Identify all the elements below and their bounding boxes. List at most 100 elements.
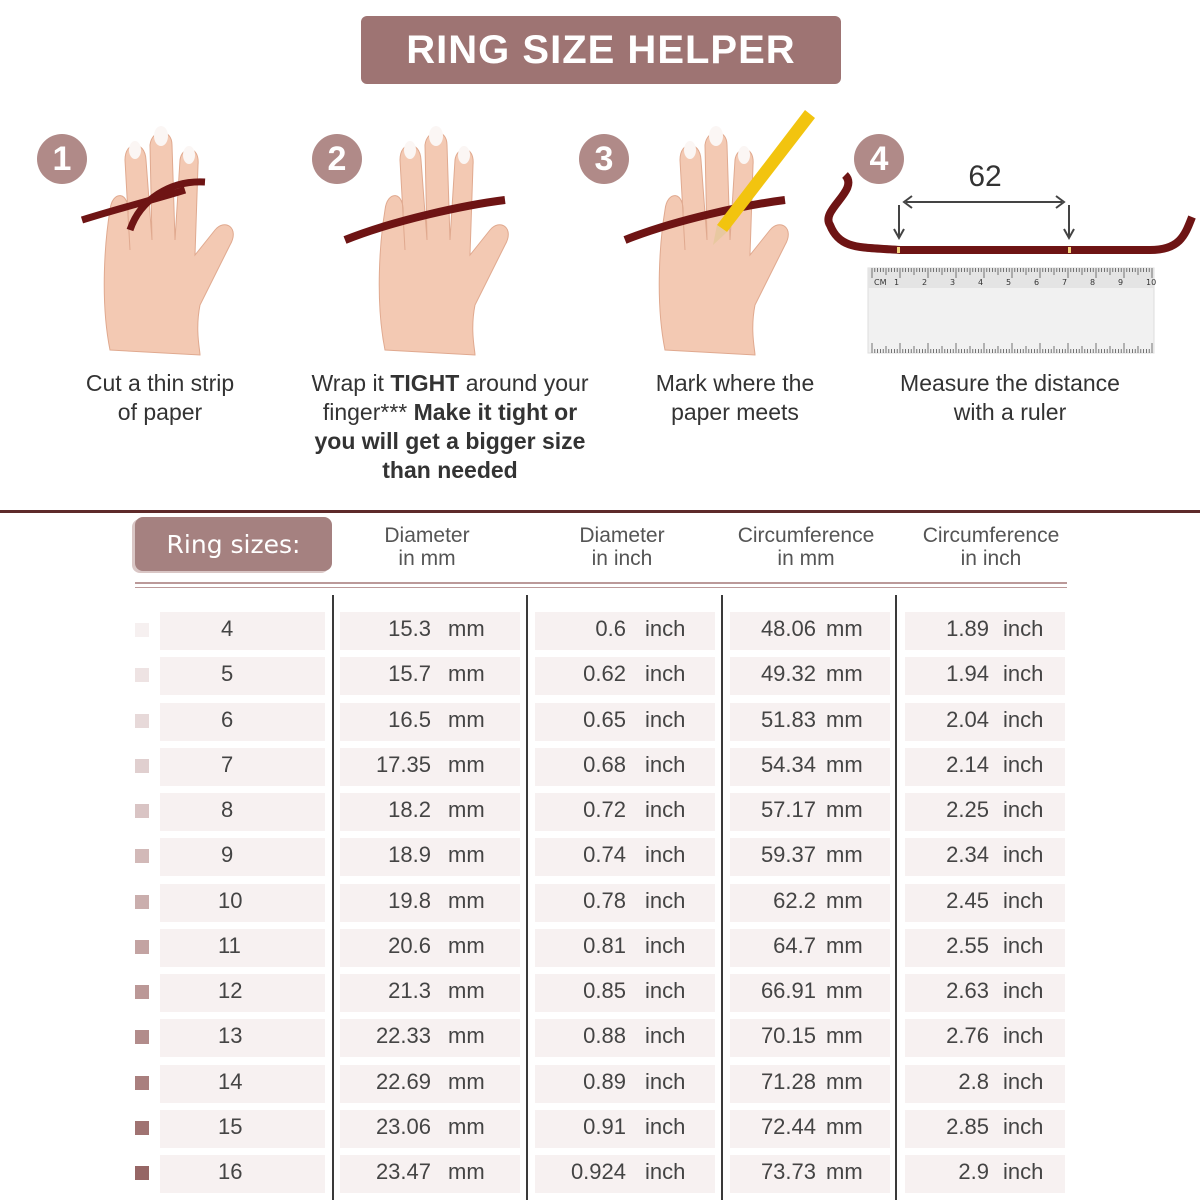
circumference-mm: 73.73 [760,1159,816,1184]
color-swatch [135,758,149,773]
table-row: 14 22.69 mm 0.89 inch 71.28 mm 2.8 inch [0,1060,1200,1105]
ring-size: 11 [218,932,241,958]
header-diameter-inch: Diameter in inch [532,524,712,570]
cell-bg [905,747,1065,786]
paper-strip [824,172,1196,254]
cell-bg [160,657,325,696]
unit: inch [645,1113,686,1139]
ring-size: 13 [218,1023,243,1049]
unit: inch [645,1159,686,1184]
cell-bg [730,1019,890,1058]
ruler-label: CM [874,278,887,287]
table-row: 12 21.3 mm 0.85 inch 66.91 mm 2.63 inch [0,969,1200,1014]
cell-bg [340,928,520,967]
circumference-mm: 72.44 [760,1113,816,1139]
cell-bg [905,974,1065,1012]
circumference-mm: 71.28 [760,1068,816,1094]
diameter-mm: 20.6 [388,932,431,958]
circumference-mm: 57.17 [760,797,816,822]
cell-bg [535,702,715,741]
unit: inch [645,616,686,641]
circumference-mm: 70.15 [760,1023,816,1049]
circumference-inch: 2.25 [946,797,989,822]
caption-line: paper meets [671,399,799,425]
ring-size: 7 [221,751,234,777]
diameter-inch: 0.65 [583,706,626,732]
table-row: 15 23.06 mm 0.91 inch 72.44 mm 2.85 inch [0,1105,1200,1150]
cell-bg [340,838,520,877]
mark-end [1068,247,1071,253]
unit: mm [826,978,863,1003]
cell-bg [340,702,520,741]
circumference-inch: 2.55 [946,932,989,958]
caption-line: of paper [117,399,203,425]
circumference-inch: 2.63 [946,978,989,1003]
diameter-inch: 0.6 [595,616,626,641]
circumference-mm: 51.83 [760,706,816,732]
ring-size: 8 [221,797,234,822]
unit: inch [645,978,686,1003]
diameter-mm: 16.5 [388,706,431,732]
cell-bg [160,974,325,1012]
unit: mm [826,616,863,641]
cell-bg [905,612,1065,650]
circumference-inch: 2.34 [946,842,989,868]
caption-text: Wrap it [311,370,391,396]
diameter-inch: 0.78 [583,887,626,913]
cell-bg [535,793,715,831]
caption-text: finger*** [322,399,408,425]
unit: inch [645,842,686,868]
table-row: 4 15.3 mm 0.6 inch 48.06 mm 1.89 inch [0,607,1200,652]
table-row: 13 22.33 mm 0.88 inch 70.15 mm 2.76 inch [0,1014,1200,1059]
header-line: in inch [591,547,653,570]
unit: mm [826,932,863,958]
diameter-inch: 0.68 [583,751,626,777]
cell-bg [535,1155,715,1193]
color-swatch [135,1166,149,1180]
color-swatch [135,849,149,864]
ring-size: 12 [218,978,243,1003]
unit: inch [645,706,686,732]
cell-bg [160,1064,325,1103]
cell-bg [730,838,890,877]
unit: mm [448,751,485,777]
color-swatch [135,1030,149,1045]
table-row: 16 23.47 mm 0.924 inch 73.73 mm 2.9 inch [0,1150,1200,1195]
unit: mm [826,1068,863,1094]
cell-bg [535,1064,715,1103]
unit: mm [448,1113,485,1139]
diameter-inch: 0.74 [583,842,626,868]
cell-bg [905,1019,1065,1058]
cell-bg [535,747,715,786]
cell-bg [340,1064,520,1103]
column-separator [332,595,334,1200]
circumference-mm: 49.32 [760,661,816,687]
circumference-mm: 64.7 [773,932,816,958]
unit: mm [448,842,485,868]
cell-bg [160,612,325,650]
diameter-inch: 0.88 [583,1023,626,1049]
cell-bg [730,702,890,741]
step-4-caption: Measure the distance with a ruler [860,369,1160,427]
circumference-inch: 2.85 [946,1113,989,1139]
table-row: 8 18.2 mm 0.72 inch 57.17 mm 2.25 inch [0,788,1200,833]
diameter-mm: 23.47 [375,1159,431,1184]
unit: inch [1003,661,1044,687]
unit: mm [826,751,863,777]
circumference-inch: 2.45 [946,887,989,913]
unit: mm [826,797,863,822]
table-row: 7 17.35 mm 0.68 inch 54.34 mm 2.14 inch [0,743,1200,788]
unit: inch [645,661,686,687]
header-circumference-inch: Circumference in inch [901,524,1081,570]
unit: inch [645,887,686,913]
caption-line: Cut a thin strip [85,370,235,396]
ruler-label: 10 [1146,278,1156,287]
unit: inch [1003,1068,1044,1094]
ruler-label: 2 [922,278,927,287]
unit: inch [1003,1023,1044,1049]
step-3-badge: 3 [579,134,629,184]
cell-bg [160,793,325,831]
caption-emphasis: Make it tight or [407,399,578,425]
diameter-inch: 0.72 [583,797,626,822]
caption-emphasis: you will get a bigger size [314,428,586,454]
